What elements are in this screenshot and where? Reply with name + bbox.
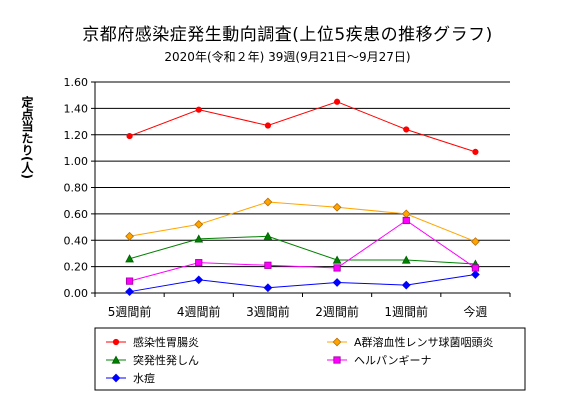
series-line bbox=[129, 101, 476, 153]
data-point bbox=[471, 270, 480, 279]
legend-label: 感染性胃腸炎 bbox=[133, 335, 199, 349]
legend-marker bbox=[332, 337, 342, 347]
data-point bbox=[401, 280, 411, 290]
x-tick-label: 4週間前 bbox=[177, 304, 221, 319]
legend-label: ヘルパンギーナ bbox=[354, 354, 432, 367]
series-line bbox=[129, 235, 476, 265]
legend-label: 水痘 bbox=[133, 371, 155, 385]
data-point bbox=[195, 106, 202, 113]
legend-item: 突発性発しん bbox=[106, 353, 199, 367]
chart-subtitle: 2020年(令和２年) 39週(9月21日～9月27日) bbox=[164, 50, 411, 64]
legend-item: 水痘 bbox=[106, 371, 155, 385]
data-point bbox=[332, 255, 342, 264]
legend-marker bbox=[112, 338, 120, 346]
series-2 bbox=[125, 197, 480, 246]
x-tick-label: 2週間前 bbox=[315, 304, 359, 319]
x-tick-label: 今週 bbox=[463, 304, 487, 319]
y-tick-label: 0.60 bbox=[64, 208, 89, 221]
y-tick-label: 1.40 bbox=[64, 102, 89, 115]
legend-item: A群溶血性レンサ球菌咽頭炎 bbox=[327, 335, 494, 349]
legend-label: 突発性発しん bbox=[133, 353, 199, 367]
series-line bbox=[129, 219, 476, 282]
data-point bbox=[332, 202, 342, 212]
series-5 bbox=[125, 270, 480, 297]
x-tick-label: 5週間前 bbox=[108, 304, 152, 319]
y-tick-label: 0.40 bbox=[64, 234, 89, 247]
legend-item: ヘルパンギーナ bbox=[327, 354, 432, 367]
data-point bbox=[471, 237, 480, 246]
data-point bbox=[194, 275, 204, 285]
data-point bbox=[333, 98, 341, 105]
y-tick-label: 0.00 bbox=[64, 287, 89, 300]
data-point bbox=[195, 259, 203, 267]
y-tick-label: 0.20 bbox=[64, 261, 89, 274]
series-3 bbox=[125, 231, 480, 268]
data-point bbox=[472, 148, 479, 155]
data-point bbox=[401, 209, 411, 219]
legend-item: 感染性胃腸炎 bbox=[106, 335, 199, 349]
axes bbox=[91, 81, 511, 297]
y-tick-labels: 0.00 0.20 0.40 0.60 0.80 1.00 1.20 1.40 1.60 bbox=[64, 76, 89, 300]
series-line bbox=[129, 274, 476, 293]
data-point bbox=[263, 283, 273, 293]
data-point bbox=[263, 231, 273, 240]
series-1 bbox=[126, 98, 479, 155]
data-point bbox=[402, 216, 410, 225]
series-group bbox=[125, 98, 480, 297]
y-tick-label: 0.80 bbox=[64, 182, 89, 195]
data-point bbox=[333, 264, 341, 272]
x-tick-label: 1週間前 bbox=[384, 304, 428, 319]
data-point bbox=[125, 277, 134, 285]
y-axis-label: 定点当たり(人) bbox=[20, 96, 34, 179]
legend-marker bbox=[111, 355, 121, 364]
y-tick-label: 1.00 bbox=[64, 155, 89, 168]
chart-title: 京都府感染症発生動向調査(上位5疾患の推移グラフ) bbox=[82, 25, 493, 45]
legend-box bbox=[94, 327, 526, 391]
data-point bbox=[264, 261, 272, 269]
data-point bbox=[125, 231, 134, 241]
data-point bbox=[403, 126, 410, 133]
data-point bbox=[125, 254, 134, 263]
data-point bbox=[194, 220, 204, 229]
data-point bbox=[125, 287, 134, 297]
legend-marker bbox=[333, 356, 341, 364]
x-tick-labels: 5週間前 4週間前 3週間前 2週間前 1週間前 今週 bbox=[108, 304, 488, 319]
grid-lines bbox=[95, 81, 510, 268]
legend-marker bbox=[111, 373, 121, 383]
series-line bbox=[129, 201, 476, 243]
y-tick-label: 1.60 bbox=[64, 76, 89, 89]
data-point bbox=[126, 132, 133, 140]
x-tick-label: 3週間前 bbox=[246, 304, 290, 319]
data-point bbox=[264, 122, 272, 129]
data-point bbox=[401, 255, 411, 264]
data-point bbox=[194, 234, 204, 243]
legend-label: A群溶血性レンサ球菌咽頭炎 bbox=[354, 335, 494, 349]
data-point bbox=[263, 197, 273, 207]
data-point bbox=[332, 278, 342, 287]
y-tick-label: 1.20 bbox=[64, 129, 89, 142]
series-4 bbox=[125, 216, 480, 285]
